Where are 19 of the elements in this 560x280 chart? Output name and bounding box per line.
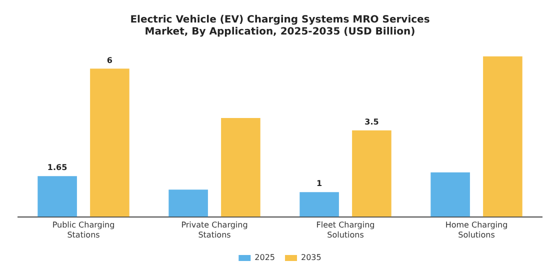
bar: [352, 130, 392, 217]
bar: [168, 190, 208, 217]
bar: [300, 192, 339, 217]
data-label: 1: [316, 179, 323, 188]
legend-label: 2035: [301, 253, 322, 262]
bar: [430, 172, 470, 217]
data-label: 1.65: [47, 163, 68, 172]
x-tick-label: Public Charging Stations: [52, 220, 115, 240]
x-tick-label: Private Charging Stations: [181, 220, 248, 240]
bar: [483, 56, 522, 217]
x-tick-label: Fleet Charging Solutions: [316, 220, 375, 240]
x-tick-label: Home Charging Solutions: [445, 220, 508, 240]
data-label: 3.5: [364, 117, 380, 126]
bar: [221, 118, 260, 217]
legend-label: 2025: [254, 253, 275, 262]
chart-title: Electric Vehicle (EV) Charging Systems MRO Services Market, By Application, 2025-2035 (USD Billion): [130, 14, 430, 38]
bar: [90, 68, 130, 217]
data-label: 6: [106, 56, 113, 65]
bar: [38, 176, 77, 217]
